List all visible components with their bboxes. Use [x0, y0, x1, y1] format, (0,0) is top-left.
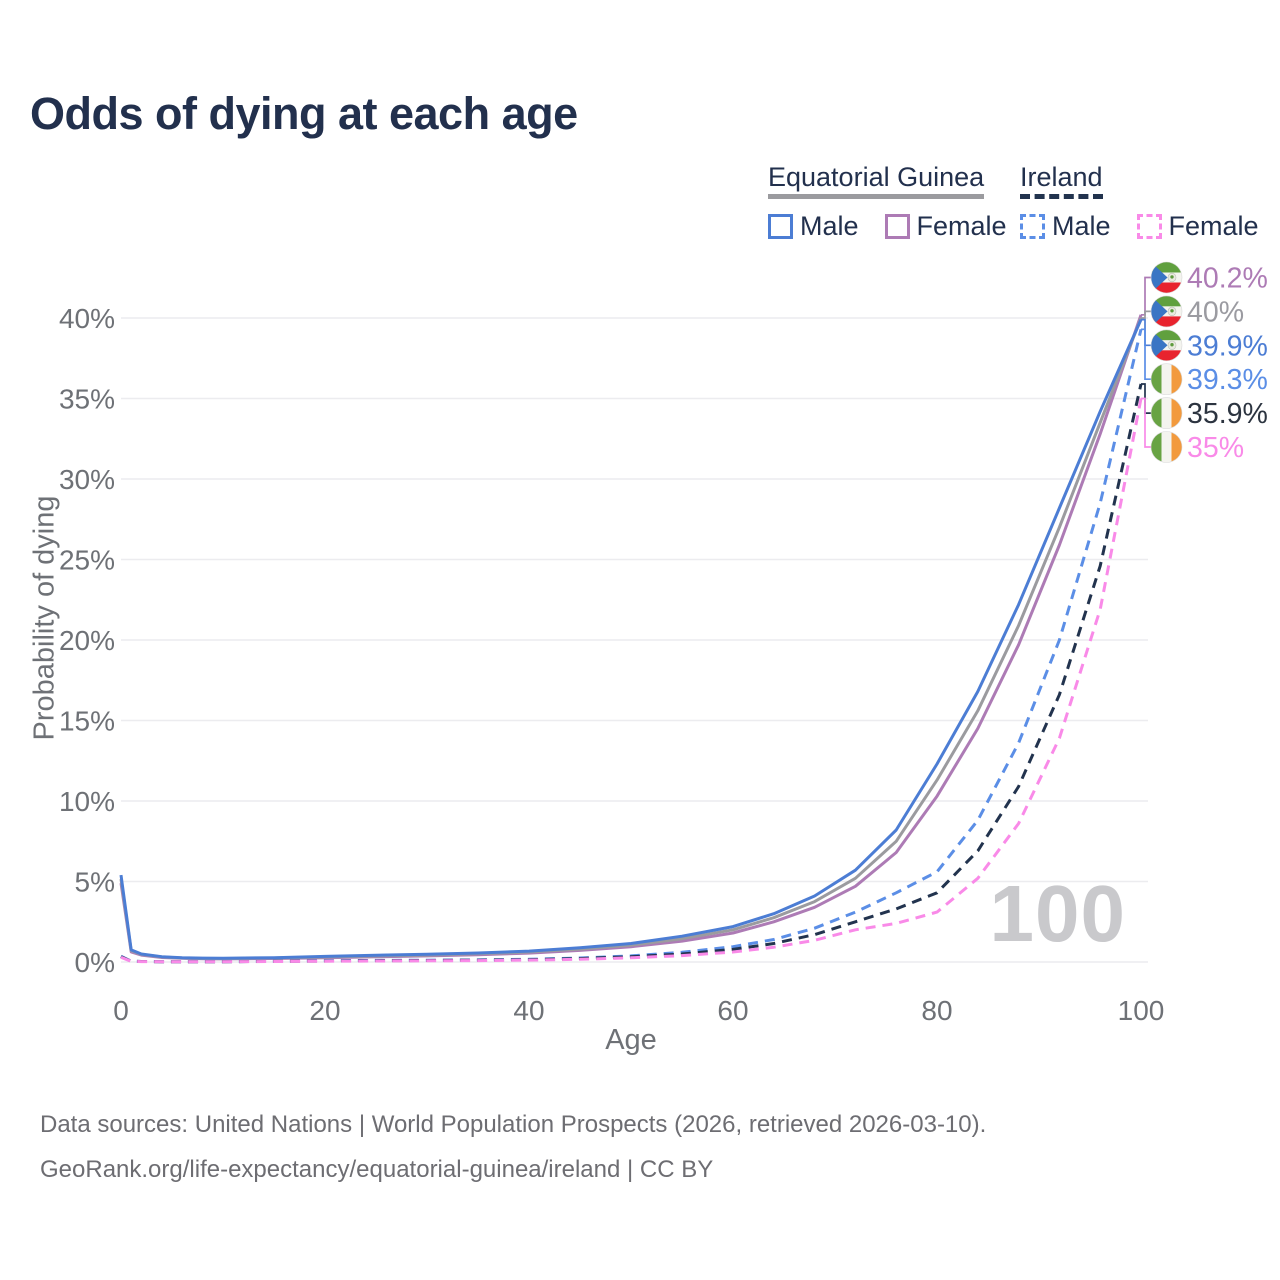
- end-label-connector: [1141, 328, 1152, 381]
- y-tick-label: 0%: [75, 947, 115, 978]
- legend-item-label: Male: [1052, 211, 1111, 242]
- end-label-ie-female: 35%: [1141, 397, 1244, 464]
- x-axis-title: Age: [605, 1024, 657, 1056]
- end-label-value: 35%: [1187, 432, 1244, 464]
- end-label-ie-both: 35.9%: [1141, 383, 1268, 430]
- x-tick-label: 0: [113, 995, 129, 1026]
- flag-ring: [1150, 363, 1183, 396]
- flag-equatorial-guinea-icon: [1151, 296, 1182, 327]
- flag-equatorial-guinea-icon: [1151, 262, 1182, 293]
- legend-item-equatorial-guinea-female[interactable]: Female: [884, 211, 1007, 242]
- legend-item-label: Male: [800, 211, 859, 242]
- flag-ring: [1150, 397, 1183, 429]
- end-label-connector: [1141, 310, 1152, 319]
- x-tick-label: 80: [921, 995, 952, 1026]
- equatorial-guinea-male-swatch-icon: [768, 214, 793, 240]
- y-tick-label: 35%: [59, 384, 115, 415]
- flag-ring: [1150, 431, 1183, 463]
- y-axis-tick-labels: 0% 5% 10% 15% 20% 25% 30% 35% 40%: [59, 303, 115, 978]
- x-tick-label: 60: [717, 995, 748, 1026]
- end-label-gq-female: 40.2%: [1141, 261, 1268, 316]
- legend-group-ireland: Ireland Male Female: [1020, 163, 1259, 242]
- series-line-ie-female: [120, 398, 1143, 964]
- age-indicator: 100: [989, 869, 1126, 958]
- flag-ring: [1150, 261, 1183, 294]
- end-label-value: 39.9%: [1187, 330, 1268, 362]
- gridlines: [121, 317, 1148, 963]
- y-tick-label: 30%: [59, 464, 115, 495]
- y-tick-label: 5%: [75, 867, 115, 898]
- flag-ring: [1150, 295, 1183, 328]
- end-label-value: 40.2%: [1187, 263, 1268, 295]
- end-label-gq-male: 39.9%: [1141, 318, 1268, 362]
- end-label-connector: [1141, 276, 1152, 316]
- end-label-value: 39.3%: [1187, 364, 1268, 396]
- y-tick-label: 25%: [59, 545, 115, 576]
- x-tick-label: 100: [1118, 995, 1165, 1026]
- legend-country-ireland: Ireland: [1020, 163, 1103, 200]
- x-axis-tick-labels: 0 20 40 60 80 100: [113, 995, 1164, 1026]
- end-label-ie-male: 39.3%: [1141, 328, 1268, 396]
- legend-item-ireland-female[interactable]: Female: [1136, 211, 1259, 242]
- series-end-labels: 40.2%40%39.9%39.3%35.9%35%: [1141, 261, 1268, 464]
- legend-item-label: Female: [916, 211, 1007, 242]
- flag-ring: [1150, 329, 1183, 362]
- end-label-value: 35.9%: [1187, 398, 1268, 430]
- series-line-gq-male: [119, 318, 1143, 960]
- footer-data-sources: Data sources: United Nations | World Pop…: [40, 1111, 987, 1138]
- y-axis-title: Probability of dying: [28, 495, 61, 741]
- series-lines: [119, 314, 1143, 964]
- ireland-male-swatch-icon: [1020, 214, 1045, 240]
- flag-ireland-icon: [1151, 431, 1182, 463]
- y-tick-label: 20%: [59, 625, 115, 656]
- y-tick-label: 10%: [59, 786, 115, 817]
- footer: Data sources: United Nations | World Pop…: [40, 1102, 986, 1192]
- footer-attribution: GeoRank.org/life-expectancy/equatorial-g…: [40, 1156, 714, 1183]
- equatorial-guinea-female-swatch-icon: [884, 214, 910, 240]
- end-label-connector: [1141, 318, 1152, 347]
- flag-ireland-icon: [1151, 397, 1182, 429]
- ireland-female-swatch-icon: [1136, 214, 1162, 240]
- legend-item-ireland-male[interactable]: Male: [1020, 211, 1111, 242]
- x-tick-label: 40: [513, 995, 544, 1026]
- end-label-value: 40%: [1187, 296, 1244, 328]
- legend-items-ireland: Male Female: [1020, 211, 1259, 242]
- legend-items-equatorial-guinea: Male Female: [768, 211, 1007, 242]
- y-tick-label: 15%: [59, 706, 115, 737]
- y-tick-label: 40%: [59, 303, 115, 334]
- flag-ireland-icon: [1151, 364, 1182, 395]
- end-label-gq-both: 40%: [1141, 295, 1244, 328]
- flag-equatorial-guinea-icon: [1151, 330, 1182, 361]
- legend-item-label: Female: [1168, 211, 1259, 242]
- page-title: Odds of dying at each age: [30, 88, 578, 139]
- legend-item-equatorial-guinea-male[interactable]: Male: [768, 211, 859, 242]
- end-label-connector: [1141, 397, 1152, 448]
- legend-group-equatorial-guinea: Equatorial Guinea Male Female: [768, 163, 1007, 242]
- x-tick-label: 20: [309, 995, 340, 1026]
- legend-country-equatorial-guinea: Equatorial Guinea: [768, 163, 985, 200]
